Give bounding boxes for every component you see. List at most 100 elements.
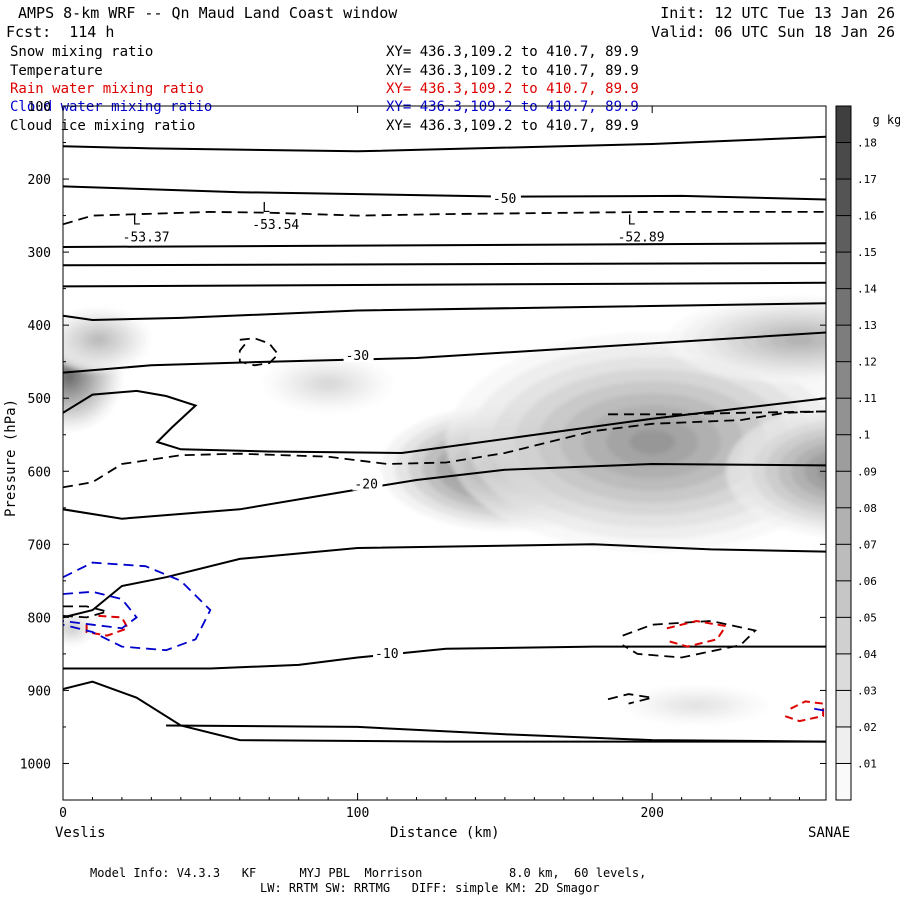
- temperature-contour: [63, 185, 826, 201]
- temperature-contour-label: -50: [493, 192, 516, 207]
- x-tick-label: 200: [640, 806, 663, 821]
- colorbar-tick-label: .17: [857, 173, 877, 186]
- var-xy: XY= 436.3,109.2 to 410.7, 89.9: [386, 99, 639, 115]
- var-xy: XY= 436.3,109.2 to 410.7, 89.9: [386, 118, 639, 134]
- colorbar-segment: [836, 215, 851, 253]
- cloud-water-contour: [63, 590, 138, 630]
- cloud-ice-contour: [622, 620, 758, 659]
- temperature-contour: [63, 462, 826, 520]
- colorbar-segment: [836, 179, 851, 216]
- low-value: -53.54: [252, 218, 299, 233]
- colorbar-tick-label: .15: [857, 246, 877, 259]
- var-name: Cloud water mixing ratio: [10, 99, 213, 115]
- y-tick-label: 800: [28, 611, 51, 626]
- colorbar-tick-label: .09: [857, 465, 877, 478]
- cloud-ice-contour: [63, 210, 826, 226]
- init-time: Init: 12 UTC Tue 13 Jan 26: [660, 4, 895, 22]
- temperature-contour: [63, 645, 826, 670]
- contour-label-bg: [373, 645, 404, 660]
- cloud-ice-contour: [63, 410, 826, 489]
- colorbar-tick-label: .07: [857, 538, 877, 551]
- low-marker: L: [262, 201, 270, 216]
- var-xy: XY= 436.3,109.2 to 410.7, 89.9: [386, 44, 639, 60]
- model-info-line1: Model Info: V4.3.3 KF MYJ PBL Morrison 8…: [90, 866, 647, 880]
- y-tick-label: 900: [28, 684, 51, 699]
- colorbar-segment: [836, 471, 851, 508]
- temperature-contour-label: -10: [375, 647, 398, 662]
- cloud-ice-contour: [607, 693, 653, 705]
- colorbar-segment: [836, 142, 851, 180]
- temperature-contour: [63, 262, 826, 267]
- plot-frame: [62, 105, 827, 801]
- right-endpoint-label: SANAE: [808, 825, 851, 841]
- temperature-contour: [63, 302, 826, 322]
- colorbar-tick-label: .08: [857, 502, 877, 515]
- temperature-contour: [63, 543, 826, 619]
- cloud-water-contour: [814, 707, 826, 712]
- model-info-line2: LW: RRTM SW: RRTMG DIFF: simple KM: 2D S…: [260, 881, 600, 895]
- x-axis-label: Distance (km): [390, 825, 500, 841]
- rain-water-contour: [666, 619, 728, 648]
- colorbar-tick-label: .1: [857, 429, 870, 442]
- contour-label-bg: [343, 347, 374, 362]
- cloud-water-contour: [63, 561, 212, 652]
- snow-shade-level: [92, 336, 105, 344]
- x-tick-label: 0: [59, 806, 67, 821]
- left-endpoint-label: Veslis: [55, 825, 106, 841]
- temperature-contour: [63, 281, 826, 288]
- y-tick-label: 500: [28, 392, 51, 407]
- y-tick-label: 700: [28, 538, 51, 553]
- colorbar-frame: [835, 105, 852, 801]
- colorbar-tick-label: .01: [857, 757, 877, 770]
- var-name: Temperature: [10, 63, 103, 79]
- colorbar-segment: [836, 690, 851, 727]
- var-name: Snow mixing ratio: [10, 44, 154, 60]
- y-tick-label: 300: [28, 246, 51, 261]
- temperature-contour-label: -20: [354, 477, 377, 492]
- var-name: Rain water mixing ratio: [10, 81, 204, 97]
- contour-label-bg: [490, 190, 521, 205]
- y-tick-label: 400: [28, 319, 51, 334]
- var-xy: XY= 436.3,109.2 to 410.7, 89.9: [386, 81, 639, 97]
- temperature-contour: [63, 242, 826, 248]
- y-tick-label: 600: [28, 465, 51, 480]
- colorbar-tick-label: .18: [857, 137, 877, 150]
- temperature-contour-label: -30: [346, 349, 369, 364]
- colorbar-segment: [836, 544, 851, 581]
- snow-shade-level: [320, 380, 336, 387]
- colorbar-segment: [836, 580, 851, 618]
- colorbar-tick-label: .05: [857, 611, 877, 624]
- y-tick-label: 1000: [20, 757, 51, 772]
- forecast-hour: Fcst: 114 h: [6, 23, 115, 41]
- colorbar-segment: [836, 507, 851, 545]
- colorbar-segment: [836, 398, 851, 435]
- temperature-contour: [63, 331, 826, 374]
- title: AMPS 8-km WRF -- Qn Maud Land Coast wind…: [18, 4, 398, 22]
- snow-shade-level: [688, 702, 705, 708]
- colorbar-segment: [836, 325, 851, 362]
- cloud-ice-contour: [238, 337, 280, 367]
- temperature-contour: [63, 135, 826, 153]
- y-axis-label: Pressure (hPa): [3, 398, 19, 517]
- low-value: -53.37: [123, 230, 170, 245]
- colorbar-tick-label: .13: [857, 319, 877, 332]
- temperature-contour: [166, 724, 826, 743]
- y-tick-label: 100: [28, 100, 51, 115]
- low-value: -52.89: [618, 230, 665, 245]
- colorbar-segment: [836, 288, 851, 326]
- colorbar-tick-label: .16: [857, 210, 877, 223]
- colorbar-segment: [836, 106, 851, 143]
- colorbar-segment: [836, 653, 851, 691]
- colorbar-segment: [836, 763, 851, 800]
- colorbar-tick-label: .14: [857, 283, 877, 296]
- rain-water-contour: [784, 700, 825, 723]
- snow-shade-level: [804, 451, 826, 491]
- temperature-contour: [63, 389, 826, 455]
- colorbar-segment: [836, 434, 851, 472]
- colorbar-tick-label: .04: [857, 648, 877, 661]
- colorbar-segment: [836, 361, 851, 399]
- snow-shade-level: [784, 334, 815, 345]
- var-xy: XY= 436.3,109.2 to 410.7, 89.9: [386, 63, 639, 79]
- colorbar-segment: [836, 726, 851, 764]
